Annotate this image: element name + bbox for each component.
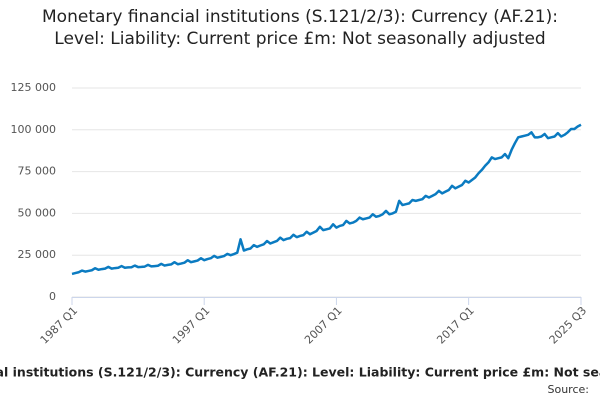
x-tick-label: 1987 Q1: [38, 304, 81, 347]
y-tick-label: 50 000: [18, 206, 57, 219]
source-label: Source:: [548, 383, 590, 396]
caption: Monetary financial institutions (S.121/2…: [0, 365, 600, 380]
x-tick-label: 2007 Q1: [302, 304, 345, 347]
x-tick-label: 1997 Q1: [170, 304, 213, 347]
chart-title: Monetary financial institutions (S.121/2…: [42, 7, 558, 49]
x-tick-label: 2025 Q3: [547, 304, 590, 347]
y-tick-label: 75 000: [18, 165, 57, 178]
y-tick-label: 25 000: [18, 248, 57, 261]
x-tick-label: 2017 Q1: [434, 304, 477, 347]
y-tick-label: 100 000: [11, 123, 57, 136]
y-tick-label: 0: [49, 290, 56, 303]
data-line: [71, 123, 582, 276]
y-tick-label: 125 000: [11, 81, 57, 94]
